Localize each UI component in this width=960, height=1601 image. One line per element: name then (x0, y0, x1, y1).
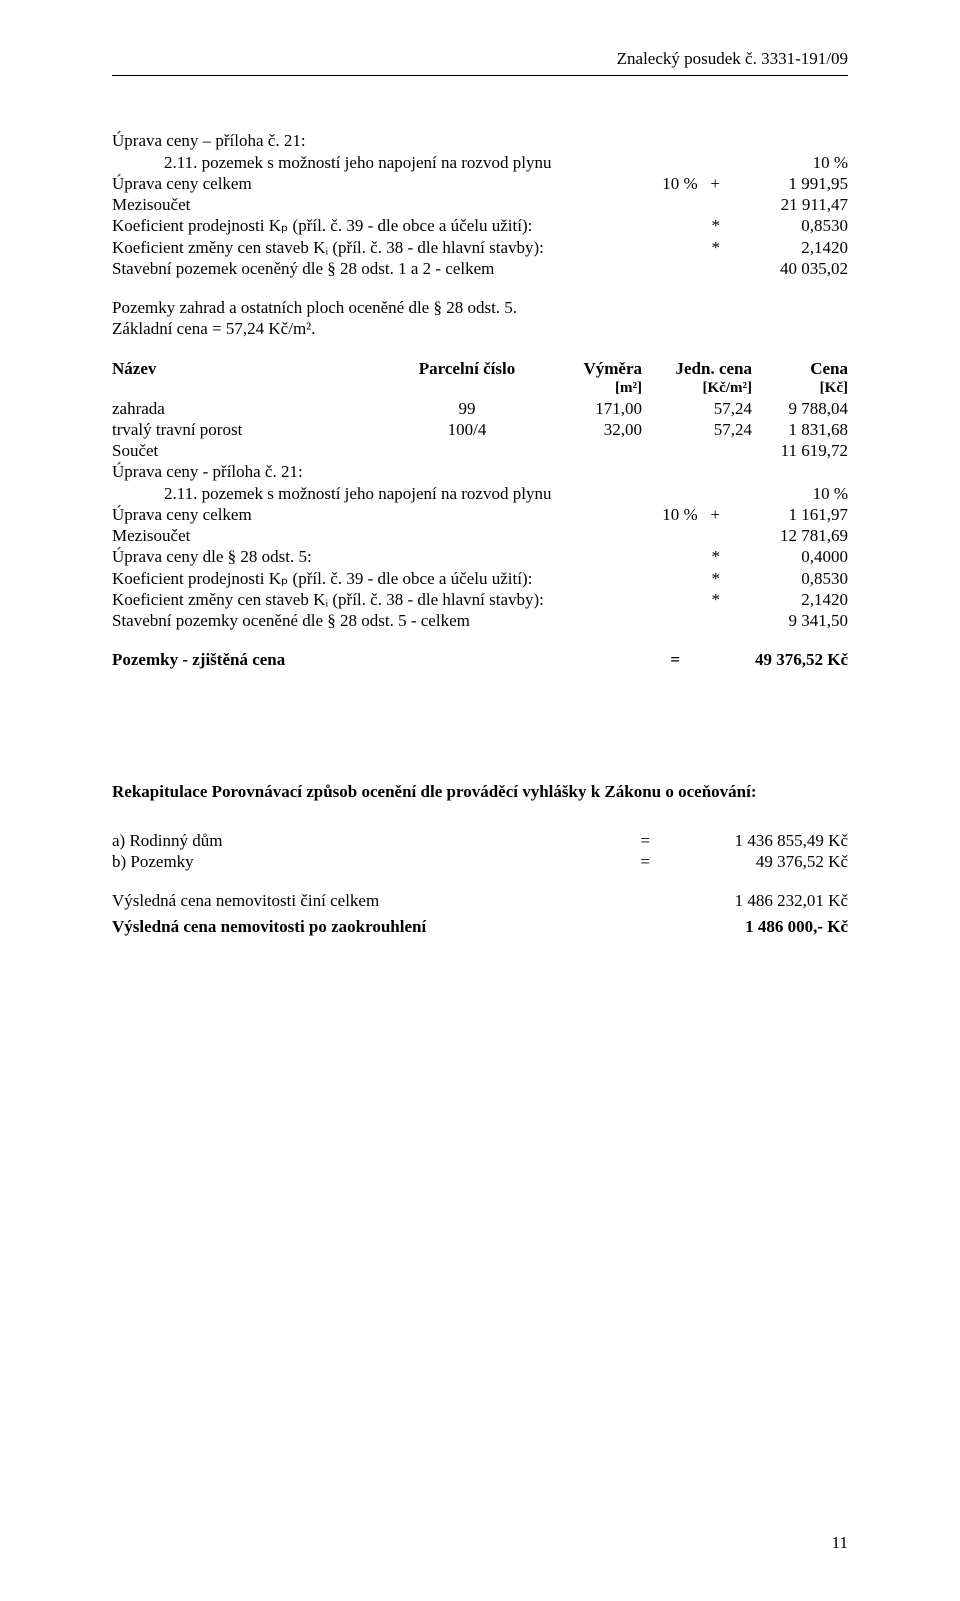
sectionB-line1-right: 10 % (648, 483, 848, 504)
header-right: Znalecký posudek č. 3331-191/09 (112, 48, 848, 69)
sectionB-row: Stavební pozemky oceněné dle § 28 odst. … (112, 610, 848, 631)
sectionA-row: Koeficient změny cen staveb Kᵢ (příl. č.… (112, 237, 848, 258)
th-vym-unit: [m²] (532, 379, 642, 398)
cell-jc: 57,24 (642, 398, 752, 419)
rekap-eq: = (640, 830, 658, 851)
cell-jc: 57,24 (642, 419, 752, 440)
rekap-label: b) Pozemky (112, 851, 640, 872)
th-cena: Cena (752, 358, 848, 379)
document-page: Znalecký posudek č. 3331-191/09 Úprava c… (0, 0, 960, 1601)
th-vym: Výměra (532, 358, 642, 379)
page-number: 11 (832, 1532, 848, 1553)
row-value: 0,8530 (728, 568, 848, 589)
table-row: zahrada99171,0057,249 788,04 (112, 398, 848, 419)
row-mid: * (712, 215, 729, 236)
row-value: 1 991,95 (728, 173, 848, 194)
row-label: Úprava ceny dle § 28 odst. 5: (112, 546, 712, 567)
row-label: Koeficient prodejnosti Kₚ (příl. č. 39 -… (112, 215, 712, 236)
table-row: trvalý travní porost100/432,0057,241 831… (112, 419, 848, 440)
th-cena-unit: [Kč] (752, 379, 848, 398)
sectionB-title: Úprava ceny - příloha č. 21: (112, 461, 848, 482)
soucet-value: 11 619,72 (728, 440, 848, 461)
cell-parc: 99 (402, 398, 532, 419)
pozemky-zjistena-value: 49 376,52 Kč (688, 649, 848, 670)
sectionA-row: Mezisoučet 21 911,47 (112, 194, 848, 215)
rekap-row: b) Pozemky=49 376,52 Kč (112, 851, 848, 872)
vysledna1-label: Výsledná cena nemovitosti činí celkem (112, 890, 658, 911)
th-jc: Jedn. cena (642, 358, 752, 379)
row-mid: 10 % + (662, 504, 728, 525)
rekap-row: a) Rodinný dům=1 436 855,49 Kč (112, 830, 848, 851)
row-value: 2,1420 (728, 589, 848, 610)
pozemky-note1: Pozemky zahrad a ostatních ploch oceněné… (112, 297, 848, 318)
sectionB-line1: 2.11. pozemek s možností jeho napojení n… (112, 483, 648, 504)
row-value: 2,1420 (728, 237, 848, 258)
vysledna2-label: Výsledná cena nemovitosti po zaokrouhlen… (112, 916, 658, 937)
rekap-eq: = (640, 851, 658, 872)
row-label: Koeficient prodejnosti Kₚ (příl. č. 39 -… (112, 568, 712, 589)
table-header-units: [m²] [Kč/m²] [Kč] (112, 379, 848, 398)
cell-parc: 100/4 (402, 419, 532, 440)
pozemky-zjistena-label: Pozemky - zjištěná cena (112, 649, 670, 670)
row-label: Stavební pozemky oceněné dle § 28 odst. … (112, 610, 720, 631)
vysledna1-value: 1 486 232,01 Kč (658, 890, 848, 911)
rekap-value: 1 436 855,49 Kč (658, 830, 848, 851)
sectionB-row: Úprava ceny celkem10 % +1 161,97 (112, 504, 848, 525)
sectionA-row: Stavební pozemek oceněný dle § 28 odst. … (112, 258, 848, 279)
row-value: 1 161,97 (728, 504, 848, 525)
row-value: 21 911,47 (728, 194, 848, 215)
row-mid: * (712, 589, 729, 610)
sectionB-row: Koeficient změny cen staveb Kᵢ (příl. č.… (112, 589, 848, 610)
soucet-label: Součet (112, 440, 728, 461)
th-jc-unit: [Kč/m²] (642, 379, 752, 398)
cell-nazev: zahrada (112, 398, 402, 419)
row-mid: 10 % + (662, 173, 728, 194)
sectionA-line1: 2.11. pozemek s možností jeho napojení n… (112, 152, 648, 173)
cell-vym: 171,00 (532, 398, 642, 419)
vysledna2-value: 1 486 000,- Kč (658, 916, 848, 937)
row-mid: * (712, 237, 729, 258)
rekap-label: a) Rodinný dům (112, 830, 640, 851)
row-label: Úprava ceny celkem (112, 504, 662, 525)
cell-nazev: trvalý travní porost (112, 419, 402, 440)
th-parc: Parcelní číslo (402, 358, 532, 379)
row-label: Koeficient změny cen staveb Kᵢ (příl. č.… (112, 589, 712, 610)
row-value: 0,8530 (728, 215, 848, 236)
row-label: Koeficient změny cen staveb Kᵢ (příl. č.… (112, 237, 712, 258)
sectionA-row: Úprava ceny celkem10 % +1 991,95 (112, 173, 848, 194)
row-label: Mezisoučet (112, 525, 720, 546)
row-value: 0,4000 (728, 546, 848, 567)
row-value: 12 781,69 (728, 525, 848, 546)
row-value: 40 035,02 (728, 258, 848, 279)
row-label: Mezisoučet (112, 194, 720, 215)
sectionA-line1-right: 10 % (648, 152, 848, 173)
sectionA-row: Koeficient prodejnosti Kₚ (příl. č. 39 -… (112, 215, 848, 236)
pozemky-zjistena-eq: = (670, 649, 688, 670)
land-table: Název Parcelní číslo Výměra Jedn. cena C… (112, 358, 848, 441)
row-value: 9 341,50 (728, 610, 848, 631)
cell-cena: 9 788,04 (752, 398, 848, 419)
cell-cena: 1 831,68 (752, 419, 848, 440)
row-mid: * (712, 546, 729, 567)
sectionB-row: Úprava ceny dle § 28 odst. 5:*0,4000 (112, 546, 848, 567)
sectionA-title: Úprava ceny – příloha č. 21: (112, 130, 848, 151)
row-mid: * (712, 568, 729, 589)
rekap-title: Rekapitulace Porovnávací způsob ocenění … (112, 781, 848, 802)
rekap-value: 49 376,52 Kč (658, 851, 848, 872)
sectionB-row: Mezisoučet 12 781,69 (112, 525, 848, 546)
cell-vym: 32,00 (532, 419, 642, 440)
pozemky-note2: Základní cena = 57,24 Kč/m². (112, 318, 848, 339)
row-label: Úprava ceny celkem (112, 173, 662, 194)
row-label: Stavební pozemek oceněný dle § 28 odst. … (112, 258, 720, 279)
header-rule (112, 75, 848, 76)
sectionB-row: Koeficient prodejnosti Kₚ (příl. č. 39 -… (112, 568, 848, 589)
th-nazev: Název (112, 358, 402, 379)
pozemky-zjistena-row: Pozemky - zjištěná cena = 49 376,52 Kč (112, 649, 848, 670)
table-header-row: Název Parcelní číslo Výměra Jedn. cena C… (112, 358, 848, 379)
